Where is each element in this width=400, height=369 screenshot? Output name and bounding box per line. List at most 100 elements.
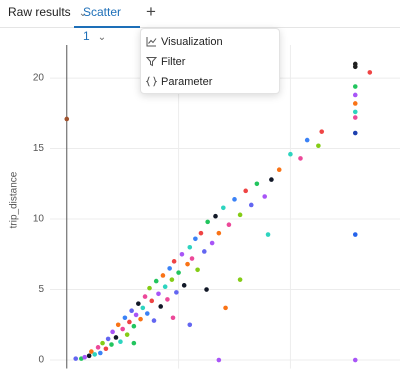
point <box>118 339 123 345</box>
point <box>138 316 143 322</box>
y-tick-label: 20 <box>33 73 45 84</box>
point <box>162 284 168 290</box>
point <box>202 249 207 254</box>
menu-item[interactable]: Filter <box>161 56 186 68</box>
point <box>98 350 103 356</box>
icon <box>146 57 157 67</box>
point <box>170 315 176 321</box>
point <box>129 308 134 313</box>
point <box>127 319 132 325</box>
point <box>265 232 271 237</box>
point <box>187 322 193 328</box>
point <box>122 315 128 321</box>
point <box>254 181 260 187</box>
y-tick-label: 0 <box>38 355 44 366</box>
point <box>113 335 119 340</box>
point <box>216 230 222 236</box>
point <box>352 61 358 67</box>
point <box>133 312 139 318</box>
add-tab[interactable]: + <box>146 2 156 21</box>
chevron[interactable]: ⌄ <box>78 8 88 19</box>
point <box>221 205 226 211</box>
point <box>110 329 115 335</box>
point <box>276 167 282 173</box>
point <box>226 222 232 227</box>
point <box>269 177 274 182</box>
point <box>169 277 175 282</box>
point <box>187 244 193 250</box>
dropdown-menu: Visualization Filter Parameter <box>140 28 280 94</box>
point <box>205 219 210 225</box>
point <box>243 188 248 194</box>
point <box>144 311 150 316</box>
point <box>105 336 111 342</box>
point <box>248 202 254 208</box>
point <box>198 230 204 236</box>
point <box>140 305 146 311</box>
point <box>171 259 177 264</box>
tab[interactable]: Raw results ⌄ <box>8 0 87 28</box>
tab-label: Scatter 1 <box>83 5 122 43</box>
point <box>149 298 155 304</box>
point <box>131 323 137 329</box>
point <box>160 273 166 278</box>
point <box>223 305 228 311</box>
point <box>120 326 125 332</box>
point <box>103 346 109 352</box>
point <box>352 357 358 363</box>
point <box>89 349 94 354</box>
icon <box>146 76 157 87</box>
y-tick-label: 5 <box>38 284 44 295</box>
point <box>131 340 137 346</box>
point <box>193 236 198 242</box>
tab-active[interactable]: Scatter 1 ⌄ <box>74 0 140 43</box>
point <box>109 342 114 347</box>
y-tick-label: 15 <box>33 143 45 154</box>
point <box>352 232 358 237</box>
point <box>115 322 121 328</box>
point <box>367 70 373 75</box>
point <box>136 301 141 306</box>
point <box>216 357 222 363</box>
point <box>64 116 70 122</box>
point <box>151 318 157 323</box>
point <box>352 115 358 120</box>
point <box>213 213 218 219</box>
point <box>156 291 161 297</box>
point <box>174 290 179 295</box>
point <box>147 285 152 291</box>
point <box>288 151 293 157</box>
point <box>195 267 200 273</box>
point <box>82 354 87 360</box>
point <box>319 129 325 134</box>
chevron[interactable]: ⌄ <box>97 32 107 43</box>
point <box>352 109 358 115</box>
point <box>209 240 215 246</box>
point <box>352 101 358 106</box>
point <box>153 278 159 284</box>
menu-item[interactable]: Parameter <box>161 76 213 88</box>
point <box>298 156 303 161</box>
point <box>352 92 358 98</box>
point <box>185 261 190 267</box>
tab-bar: Raw results ⌄ Scatter 1 ⌄ + <box>0 0 400 43</box>
point <box>158 304 164 309</box>
menu-item[interactable]: Visualization <box>161 36 223 48</box>
point <box>352 130 358 136</box>
point <box>73 356 79 361</box>
point <box>237 212 243 218</box>
point <box>100 340 105 346</box>
point <box>86 353 92 359</box>
point <box>237 277 243 282</box>
point <box>92 352 98 357</box>
y-axis-label: trip_distance <box>9 171 20 228</box>
point <box>167 266 172 271</box>
point <box>179 252 185 257</box>
icon <box>146 37 157 47</box>
point <box>176 270 181 275</box>
point <box>316 143 321 149</box>
tab-label: Raw results <box>8 5 71 19</box>
point <box>165 297 170 302</box>
point <box>232 197 237 202</box>
